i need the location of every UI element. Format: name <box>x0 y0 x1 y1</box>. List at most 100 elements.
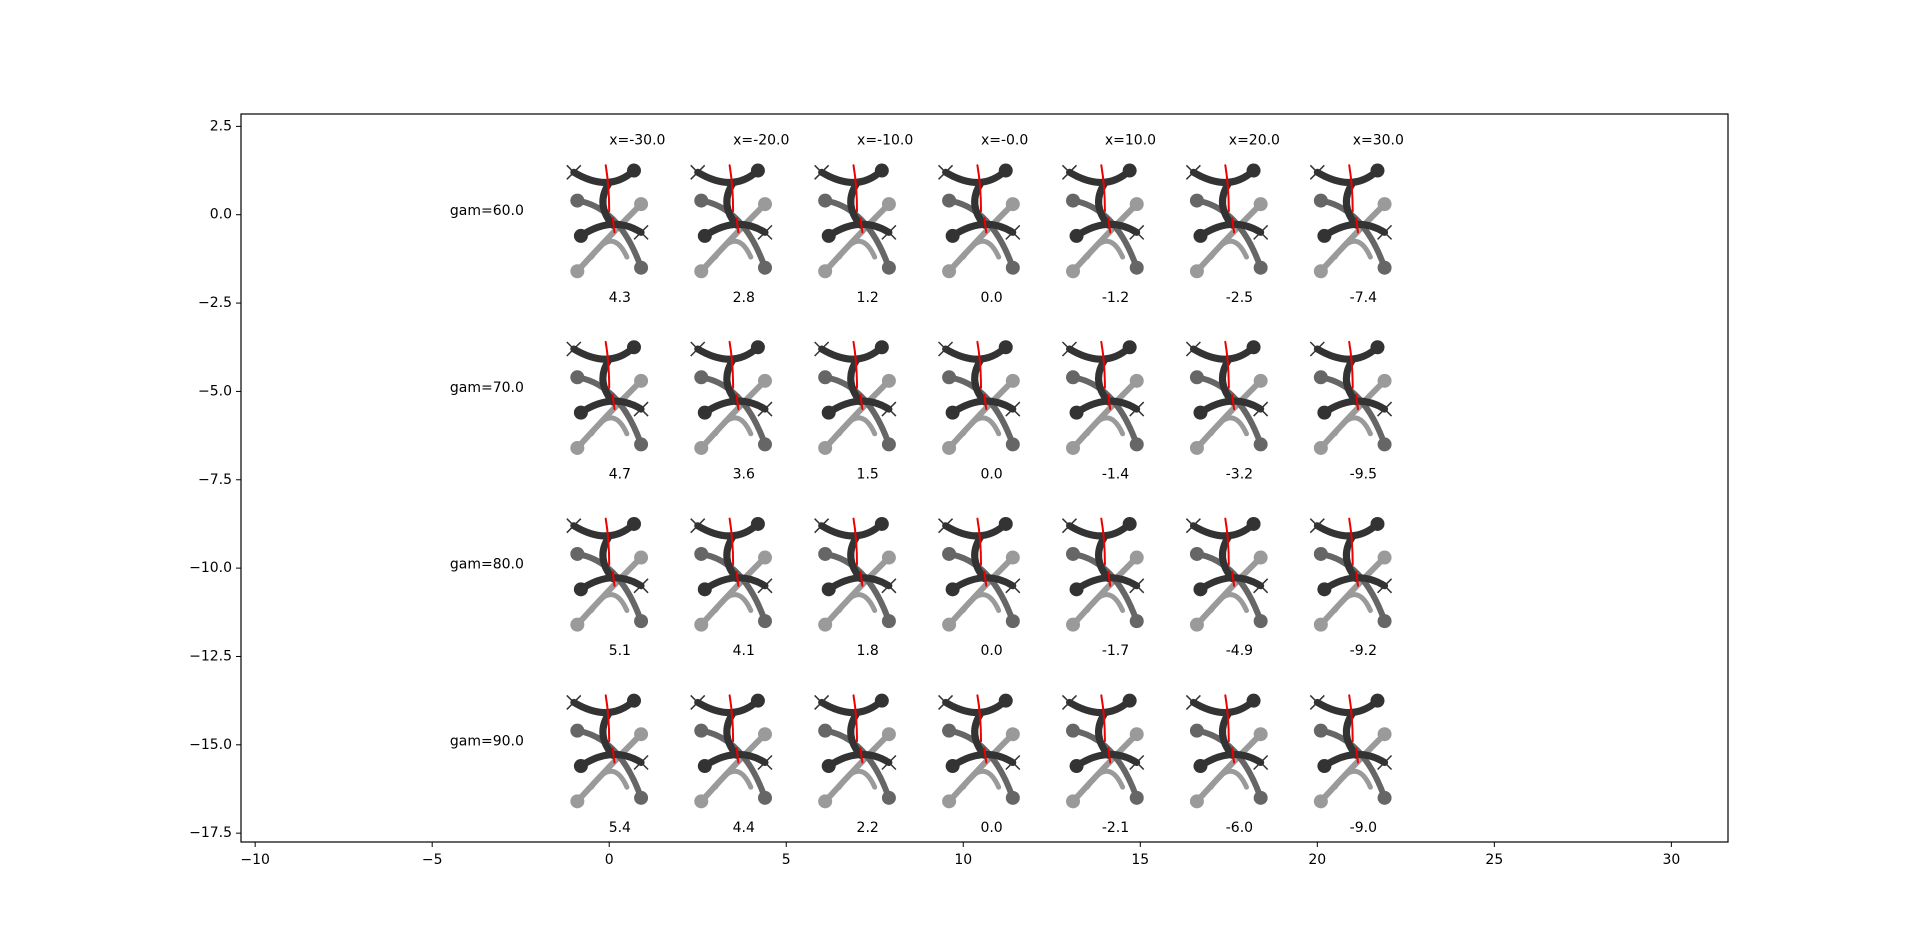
x-tick-label: 30 <box>1662 852 1680 868</box>
cell-label: -9.5 <box>1350 466 1377 482</box>
joint <box>1069 582 1084 597</box>
joint <box>1317 228 1332 243</box>
linkage <box>852 517 858 566</box>
joint <box>1069 405 1084 420</box>
linkage <box>1070 554 1140 628</box>
end-cross <box>690 341 706 357</box>
joint <box>1193 228 1208 243</box>
cell-label: 1.2 <box>857 290 879 306</box>
linkage <box>942 697 1010 717</box>
joint <box>1005 260 1020 275</box>
end-cross <box>1185 694 1201 710</box>
linkage <box>570 343 638 363</box>
joint <box>1189 723 1204 738</box>
y-tick-label: −10.0 <box>189 560 232 576</box>
joint <box>998 516 1013 531</box>
linkage <box>1189 343 1258 363</box>
linkage <box>712 238 754 260</box>
linkage <box>1343 709 1360 759</box>
joint <box>1253 437 1268 452</box>
end-cross <box>1377 578 1393 594</box>
cell-label: 5.1 <box>609 643 631 659</box>
linkage <box>694 343 762 363</box>
joint <box>694 370 709 385</box>
end-cross <box>881 578 897 594</box>
cell-label: -6.0 <box>1226 820 1253 836</box>
cell-label: 0.0 <box>980 643 1002 659</box>
joint <box>1193 405 1208 420</box>
joint <box>1193 582 1208 597</box>
cell-label: 3.6 <box>733 466 755 482</box>
linkage <box>836 238 878 260</box>
column-label: x=-20.0 <box>733 133 789 149</box>
linkage <box>1066 343 1134 363</box>
joint <box>694 264 709 279</box>
joint <box>1066 264 1081 279</box>
linkage <box>599 179 617 229</box>
linkage <box>723 179 741 229</box>
linkage <box>1084 415 1126 437</box>
x-tick-label: −10 <box>240 852 270 868</box>
joint <box>1122 693 1137 708</box>
joint <box>1377 790 1392 805</box>
linkage <box>1355 217 1359 234</box>
linkage <box>728 694 735 743</box>
end-cross <box>1129 224 1145 240</box>
end-cross <box>690 164 706 180</box>
x-tick-label: 0 <box>605 852 614 868</box>
joint <box>634 790 649 805</box>
joint <box>1253 614 1268 629</box>
joint <box>1189 794 1204 809</box>
linkage <box>852 694 858 743</box>
linkage <box>818 167 886 186</box>
linkage <box>836 768 878 790</box>
end-cross <box>814 518 830 534</box>
joint <box>1005 437 1020 452</box>
joint <box>881 437 896 452</box>
linkage <box>574 201 645 275</box>
linkage <box>1193 377 1264 451</box>
linkage <box>852 164 858 213</box>
joint <box>694 193 709 208</box>
column-label: x=30.0 <box>1353 133 1404 149</box>
joint <box>942 264 957 279</box>
joint <box>942 440 957 455</box>
end-cross <box>938 518 954 534</box>
linkage <box>1343 179 1360 229</box>
linkage <box>1189 520 1258 540</box>
joint <box>573 228 588 243</box>
end-cross <box>938 694 954 710</box>
cell-label: 4.4 <box>733 820 755 836</box>
linkage <box>694 697 762 717</box>
linkage <box>728 517 735 566</box>
joint <box>757 614 772 629</box>
linkage <box>694 520 762 540</box>
linkage <box>859 217 864 234</box>
joint <box>1066 440 1081 455</box>
joint <box>1066 723 1081 738</box>
row-label: gam=70.0 <box>450 380 524 396</box>
joint <box>998 693 1013 708</box>
linkage <box>735 217 740 234</box>
linkage <box>822 731 892 805</box>
y-tick-label: 0.0 <box>210 207 232 223</box>
joint <box>1253 197 1268 212</box>
end-cross <box>757 224 773 240</box>
linkage <box>1317 201 1388 275</box>
linkage <box>574 731 645 805</box>
linkage <box>570 697 638 717</box>
joint <box>1189 193 1204 208</box>
linkage <box>1107 394 1112 411</box>
linkage <box>818 520 886 540</box>
joint <box>1129 373 1144 388</box>
linkage <box>698 201 768 275</box>
joint <box>750 516 765 531</box>
end-cross <box>566 518 582 534</box>
joint <box>1129 437 1144 452</box>
end-cross <box>1377 754 1393 771</box>
linkage <box>942 343 1010 363</box>
linkage <box>960 592 1002 613</box>
cell-label: -1.4 <box>1102 466 1129 482</box>
linkage <box>859 570 864 587</box>
joint <box>1246 693 1261 708</box>
